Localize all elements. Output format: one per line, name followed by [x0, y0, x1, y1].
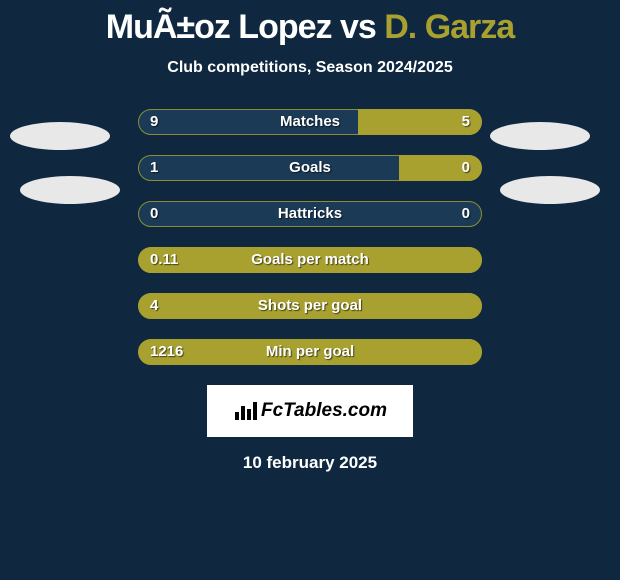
player1-name: MuÃ±oz Lopez — [106, 8, 332, 46]
value-right: 0 — [462, 201, 470, 227]
bar-left — [138, 155, 399, 181]
bar-left — [138, 247, 482, 273]
player2-name: D. Garza — [384, 8, 514, 46]
avatar-ellipse-left1 — [10, 122, 110, 150]
bar-left — [138, 339, 482, 365]
avatar-ellipse-right2 — [500, 176, 600, 204]
bar-track — [138, 155, 482, 181]
bar-track — [138, 339, 482, 365]
comparison-title: MuÃ±oz Lopez vs D. Garza — [0, 8, 620, 47]
bar-track — [138, 109, 482, 135]
vs-label: vs — [340, 8, 376, 46]
footer-date: 10 february 2025 — [0, 453, 620, 473]
bar-track — [138, 247, 482, 273]
bar-track — [138, 293, 482, 319]
brand-box: FcTables.com — [207, 385, 413, 437]
bar-left — [138, 109, 358, 135]
stat-row: 0.11Goals per match — [0, 247, 620, 273]
avatar-ellipse-left2 — [20, 176, 120, 204]
brand-text: FcTables.com — [261, 400, 387, 422]
value-left: 9 — [150, 109, 158, 135]
avatar-ellipse-right1 — [490, 122, 590, 150]
subtitle: Club competitions, Season 2024/2025 — [0, 59, 620, 77]
value-left: 0.11 — [150, 247, 178, 273]
value-left: 1 — [150, 155, 158, 181]
value-left: 1216 — [150, 339, 183, 365]
bars-icon — [233, 400, 257, 422]
stat-row: 00Hattricks — [0, 201, 620, 227]
value-right: 0 — [462, 155, 470, 181]
value-right: 5 — [462, 109, 470, 135]
value-left: 0 — [150, 201, 158, 227]
bar-track — [138, 201, 482, 227]
bar-left — [138, 293, 482, 319]
value-left: 4 — [150, 293, 158, 319]
stat-row: 4Shots per goal — [0, 293, 620, 319]
stat-row: 1216Min per goal — [0, 339, 620, 365]
